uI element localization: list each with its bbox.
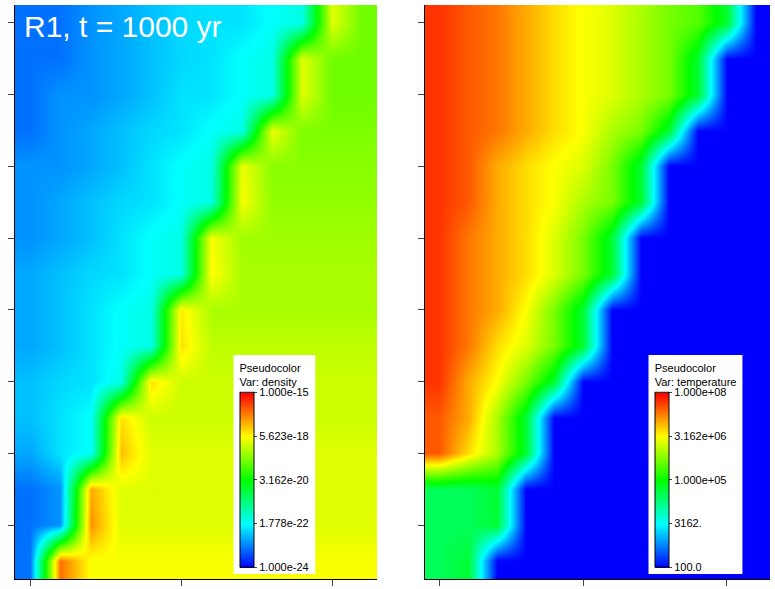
svg-text:3162.: 3162. [674, 517, 702, 529]
svg-text:1.000e-24: 1.000e-24 [259, 561, 309, 573]
svg-text:R1, t = 1000 yr: R1, t = 1000 yr [24, 10, 222, 43]
svg-text:5.623e-18: 5.623e-18 [259, 430, 309, 442]
svg-text:3.162e+06: 3.162e+06 [674, 430, 726, 442]
svg-text:1.778e-22: 1.778e-22 [259, 517, 309, 529]
svg-text:PseudocolorVar: density: PseudocolorVar: density [239, 362, 300, 388]
svg-text:100.0: 100.0 [674, 561, 702, 573]
svg-text:PseudocolorVar: temperature: PseudocolorVar: temperature [655, 362, 737, 388]
svg-text:1.000e+08: 1.000e+08 [674, 386, 726, 398]
svg-text:1.000e-15: 1.000e-15 [259, 386, 309, 398]
svg-text:3.162e-20: 3.162e-20 [259, 474, 309, 486]
svg-text:1.000e+05: 1.000e+05 [674, 474, 726, 486]
